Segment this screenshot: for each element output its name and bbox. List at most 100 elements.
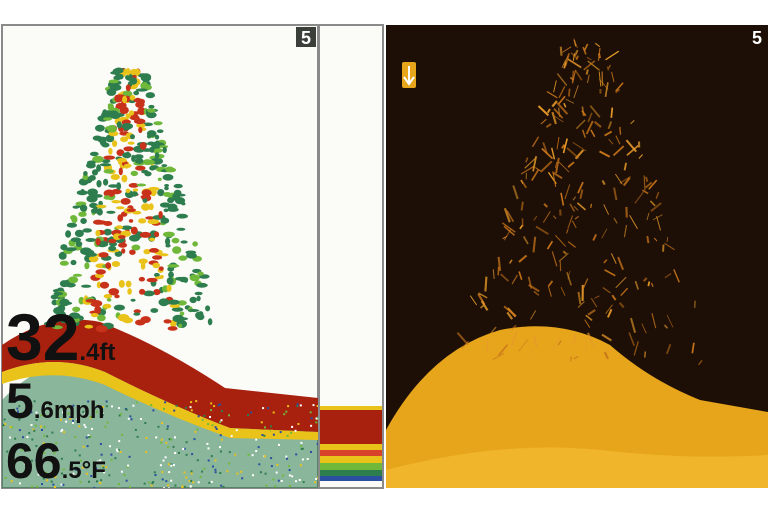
clutter-dot — [43, 434, 46, 437]
clutter-dot — [220, 419, 223, 422]
fish-return — [158, 211, 163, 219]
fish-return — [86, 252, 98, 257]
structure-return — [572, 334, 577, 343]
fish-return — [136, 183, 147, 187]
fish-return — [130, 226, 138, 235]
structure-return — [501, 222, 516, 233]
clutter-dot — [260, 421, 263, 424]
fish-return — [140, 82, 146, 89]
structure-return — [606, 308, 613, 318]
fish-return — [125, 188, 131, 193]
clutter-dot — [190, 401, 193, 404]
fish-return — [133, 309, 141, 314]
clutter-dot — [263, 455, 266, 458]
fish-return — [96, 204, 107, 208]
clutter-dot — [79, 459, 82, 462]
fish-return — [189, 296, 197, 304]
structure-return — [531, 169, 540, 181]
fish-return — [129, 249, 136, 255]
clutter-dot — [115, 448, 118, 451]
bar-stripe — [320, 450, 382, 456]
fish-return — [72, 205, 80, 209]
clutter-dot — [209, 416, 211, 418]
clutter-dot — [219, 472, 222, 474]
clutter-dot — [288, 469, 291, 471]
fish-return — [66, 222, 77, 228]
fish-return — [103, 228, 112, 236]
structure-return — [532, 156, 538, 172]
clutter-dot — [188, 480, 191, 482]
structure-return — [577, 291, 582, 305]
fish-return — [153, 231, 160, 237]
clutter-dot — [114, 457, 117, 460]
fish-return — [137, 107, 146, 116]
fish-return — [95, 229, 101, 237]
clutter-dot — [152, 409, 155, 412]
fish-return — [130, 298, 136, 302]
fish-return — [154, 152, 160, 159]
clutter-dot — [43, 426, 46, 429]
structure-return — [601, 228, 608, 239]
clutter-dot — [178, 451, 180, 454]
speed-fraction: .6mph — [34, 397, 105, 424]
structure-return — [610, 253, 617, 264]
structure-return — [528, 346, 538, 357]
clutter-dot — [302, 481, 305, 484]
clutter-dot — [167, 446, 170, 449]
fish-return — [141, 73, 152, 81]
clutter-dot — [173, 464, 175, 467]
clutter-dot — [69, 416, 72, 419]
clutter-dot — [272, 411, 275, 414]
structure-return — [633, 341, 639, 356]
fish-return — [72, 273, 83, 277]
clutter-dot — [84, 412, 87, 415]
structure-return — [561, 144, 566, 149]
fish-return — [88, 175, 96, 181]
clutter-dot — [152, 481, 155, 483]
structure-return — [569, 203, 576, 212]
clutter-dot — [52, 445, 55, 448]
fish-return — [116, 206, 125, 210]
clutter-dot — [201, 418, 204, 421]
structure-return — [643, 175, 646, 191]
color-bar — [320, 406, 382, 481]
fish-return — [85, 299, 97, 303]
clutter-dot — [214, 471, 217, 474]
fish-return — [173, 183, 183, 189]
clutter-dot — [88, 436, 91, 438]
structure-return — [604, 82, 609, 98]
fish-return — [136, 123, 146, 128]
clutter-dot — [172, 445, 175, 448]
clutter-dot — [119, 450, 122, 453]
clutter-dot — [228, 414, 230, 417]
clutter-dot — [217, 404, 220, 407]
fish-return — [153, 289, 161, 296]
clutter-dot — [145, 437, 148, 439]
clutter-dot — [219, 421, 222, 423]
structure-return — [555, 234, 567, 247]
fish-return — [57, 287, 64, 292]
structure-return — [537, 105, 550, 117]
clutter-dot — [150, 404, 153, 407]
clutter-dot — [76, 415, 79, 418]
clutter-dot — [101, 413, 104, 416]
structure-return — [613, 217, 618, 224]
structure-return — [456, 332, 469, 346]
fish-return — [65, 230, 72, 238]
structure-return — [478, 292, 488, 299]
fish-return — [127, 141, 135, 145]
clutter-dot — [160, 438, 163, 441]
fish-return — [91, 169, 99, 176]
fish-return — [197, 271, 204, 276]
fish-return — [83, 171, 88, 176]
clutter-dot — [208, 481, 211, 484]
clutter-dot — [166, 427, 169, 430]
clutter-dot — [262, 407, 265, 410]
fish-return — [145, 216, 155, 220]
fish-return — [148, 186, 160, 191]
structure-return — [647, 281, 651, 287]
fish-return — [152, 255, 163, 260]
structure-return — [601, 71, 604, 86]
structure-return — [619, 126, 622, 135]
structure-return — [587, 112, 593, 123]
